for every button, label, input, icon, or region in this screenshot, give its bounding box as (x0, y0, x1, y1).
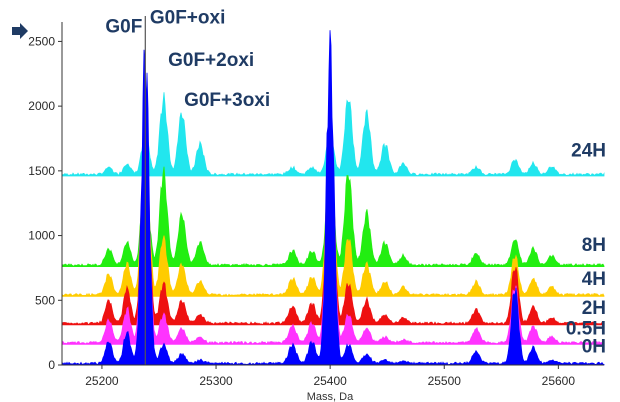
x-axis-title: Mass, Da (307, 391, 354, 402)
series-label: 0.5H (566, 319, 606, 340)
x-tick-label: 25600 (542, 374, 576, 388)
y-tick-label: 2000 (28, 99, 55, 113)
spectrum-traces (61, 30, 605, 366)
x-tick-label: 25500 (428, 374, 462, 388)
annotations: G0F G0F+oxi G0F+2oxi G0F+3oxi (105, 7, 270, 111)
y-tick-label: 1000 (28, 229, 55, 243)
series-label: 0H (582, 337, 606, 358)
peak-annotation: G0F+2oxi (168, 50, 254, 71)
series-label: 2H (582, 298, 606, 319)
peak-annotation: G0F+oxi (150, 7, 226, 28)
series-label: 8H (582, 235, 606, 256)
y-tick-label: 0 (48, 358, 55, 372)
peak-annotation: G0F+3oxi (184, 90, 270, 111)
x-tick-label: 25200 (85, 374, 119, 388)
x-tick-label: 25400 (313, 374, 347, 388)
peak-annotation: G0F (105, 16, 142, 37)
y-tick-label: 500 (35, 293, 55, 307)
ticks: 25200 25300 25400 25500 25600 0 500 1000 1500 200… (28, 34, 575, 388)
series-label: 4H (582, 269, 606, 290)
y-tick-label: 2500 (28, 34, 55, 48)
y-tick-label: 1500 (28, 164, 55, 178)
arrow-icon (12, 23, 28, 39)
axes (61, 22, 604, 366)
series-trace-0H (61, 30, 605, 366)
series-label: 24H (571, 141, 606, 162)
x-tick-label: 25300 (199, 374, 233, 388)
